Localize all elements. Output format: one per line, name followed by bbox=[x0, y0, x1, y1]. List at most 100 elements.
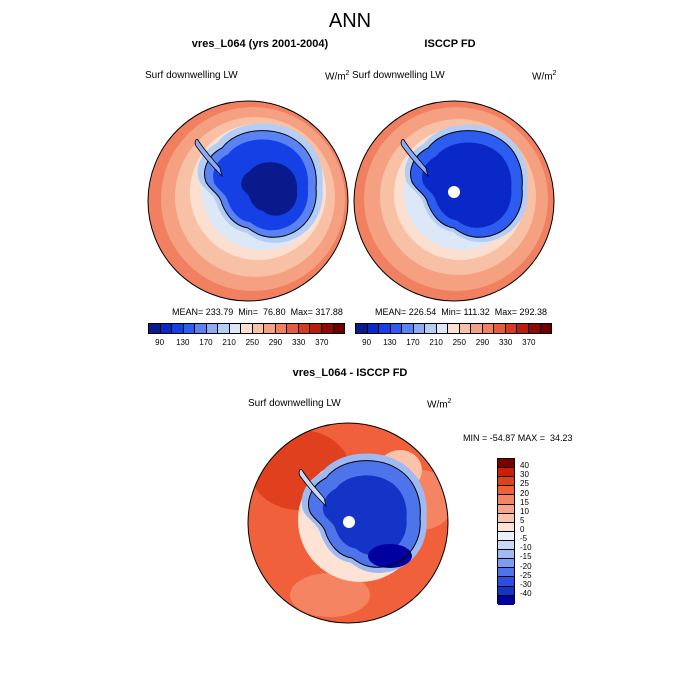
colorbar-swatch bbox=[413, 324, 426, 333]
panel2-map bbox=[354, 101, 554, 301]
colorbar-tick-label: 0 bbox=[520, 525, 525, 534]
colorbar-swatch bbox=[498, 559, 514, 569]
colorbar-swatch bbox=[471, 324, 483, 333]
colorbar-swatch bbox=[498, 495, 514, 505]
colorbar-swatch bbox=[356, 324, 368, 333]
panel3-variable: Surf downwelling LW bbox=[248, 398, 341, 409]
colorbar-swatch bbox=[390, 324, 403, 333]
colorbar-tick-label: 130 bbox=[383, 338, 397, 347]
colorbar-swatch bbox=[264, 324, 276, 333]
panel2-missing-pole bbox=[448, 186, 460, 198]
colorbar-swatch bbox=[310, 324, 322, 333]
colorbar-swatch bbox=[425, 324, 437, 333]
colorbar-panel1 bbox=[148, 323, 345, 334]
colorbar-tick-label: 90 bbox=[155, 338, 165, 347]
colorbar-swatch bbox=[517, 324, 529, 333]
panel2-border bbox=[353, 100, 555, 302]
colorbar-swatch bbox=[498, 504, 514, 514]
panel3-map bbox=[248, 423, 448, 623]
panel1-title: vres_L064 (yrs 2001-2004) bbox=[191, 38, 329, 50]
colorbar-swatch bbox=[498, 531, 514, 541]
colorbar-tick-label: 210 bbox=[222, 338, 236, 347]
colorbar-tick-label: 5 bbox=[520, 515, 525, 525]
colorbar-swatch bbox=[498, 577, 514, 587]
panel1-stats: MEAN= 233.79 Min= 76.80 Max= 317.88 bbox=[172, 307, 343, 317]
colorbar-tick-label: 250 bbox=[245, 338, 259, 347]
colorbar-swatch bbox=[528, 324, 541, 333]
panel3-stats: MIN = -54.87 MAX = 34.23 bbox=[463, 433, 573, 443]
panel3-title: vres_L064 - ISCCP FD bbox=[292, 367, 408, 379]
panel3-missing-pole bbox=[343, 516, 355, 528]
colorbar-swatch bbox=[195, 324, 207, 333]
panel1-border bbox=[147, 100, 349, 302]
colorbar-swatch bbox=[160, 324, 173, 333]
colorbar-swatch bbox=[448, 324, 460, 333]
panel1-units: W/m2 bbox=[325, 70, 350, 83]
colorbar-swatch bbox=[218, 324, 230, 333]
panel1-map bbox=[148, 101, 348, 301]
colorbar-swatch bbox=[482, 324, 495, 333]
colorbar-tick-label: -40 bbox=[520, 588, 532, 598]
colorbar-swatch bbox=[498, 486, 514, 496]
colorbar-swatch bbox=[287, 324, 299, 333]
colorbar-swatch bbox=[498, 468, 514, 478]
colorbar-tick-label: 290 bbox=[475, 338, 490, 347]
colorbar-panel2 bbox=[355, 323, 552, 334]
panel2-units: W/m2 bbox=[532, 70, 557, 83]
colorbar-tick-label: 130 bbox=[176, 338, 190, 347]
colorbar-diff-ticks: 40 30 25 20 15 10 5 0 -5 -10 -15 -20 -25 -30 -40 bbox=[520, 458, 550, 604]
colorbar-swatch bbox=[498, 459, 514, 469]
colorbar-swatch bbox=[402, 324, 414, 333]
colorbar-swatch bbox=[321, 324, 334, 333]
colorbar-tick-label: -5 bbox=[520, 534, 528, 544]
colorbar-tick-label: 170 bbox=[199, 338, 213, 347]
colorbar-swatch bbox=[149, 324, 161, 333]
colorbar-tick-label: 290 bbox=[268, 338, 283, 347]
colorbar-swatch bbox=[367, 324, 380, 333]
colorbar-swatch bbox=[494, 324, 506, 333]
panel1-variable: Surf downwelling LW bbox=[145, 70, 238, 81]
colorbar-tick-label: -10 bbox=[520, 543, 532, 553]
colorbar-tick-label: 370 bbox=[522, 338, 536, 347]
colorbar-tick-label: 10 bbox=[520, 506, 529, 516]
panel3-border bbox=[247, 422, 449, 624]
colorbar-swatch bbox=[379, 324, 391, 333]
colorbar-swatch bbox=[229, 324, 242, 333]
colorbar-tick-label: 170 bbox=[406, 338, 420, 347]
colorbar-swatch bbox=[498, 522, 514, 532]
colorbar-tick-label: 30 bbox=[520, 470, 529, 480]
colorbar-swatch bbox=[498, 477, 514, 487]
colorbar-tick-label: 90 bbox=[362, 338, 372, 347]
colorbar-tick-label: 25 bbox=[520, 479, 529, 489]
colorbar-swatch bbox=[241, 324, 253, 333]
colorbar-tick-label: 40 bbox=[520, 461, 529, 471]
colorbar-swatch bbox=[183, 324, 196, 333]
colorbar-swatch bbox=[252, 324, 265, 333]
colorbar-tick-label: -30 bbox=[520, 579, 532, 589]
colorbar-swatch bbox=[275, 324, 288, 333]
colorbar-tick-label: 330 bbox=[498, 338, 513, 347]
colorbar-tick-label: -25 bbox=[520, 570, 532, 580]
colorbar-tick-label: 20 bbox=[520, 488, 529, 498]
colorbar-tick-label: 15 bbox=[520, 497, 529, 507]
panel2-variable: Surf downwelling LW bbox=[352, 70, 445, 81]
colorbar-swatch bbox=[498, 513, 514, 523]
colorbar-swatch bbox=[540, 324, 552, 333]
panel2-title: ISCCP FD bbox=[424, 38, 476, 50]
colorbar-swatch bbox=[498, 595, 514, 605]
colorbar-tick-label: 370 bbox=[315, 338, 329, 347]
colorbar-swatch bbox=[436, 324, 449, 333]
colorbar-swatch bbox=[206, 324, 219, 333]
colorbar-swatch bbox=[505, 324, 518, 333]
colorbar-swatch bbox=[498, 550, 514, 560]
colorbar-diff bbox=[497, 458, 515, 605]
colorbar-swatch bbox=[498, 586, 514, 596]
colorbar-tick-label: 250 bbox=[452, 338, 466, 347]
colorbar-swatch bbox=[498, 568, 514, 578]
colorbar-swatch bbox=[333, 324, 345, 333]
colorbar-tick-label: 210 bbox=[429, 338, 443, 347]
colorbar-tick-label: 330 bbox=[291, 338, 306, 347]
colorbar-swatch bbox=[172, 324, 184, 333]
panel3-units: W/m2 bbox=[427, 398, 452, 411]
